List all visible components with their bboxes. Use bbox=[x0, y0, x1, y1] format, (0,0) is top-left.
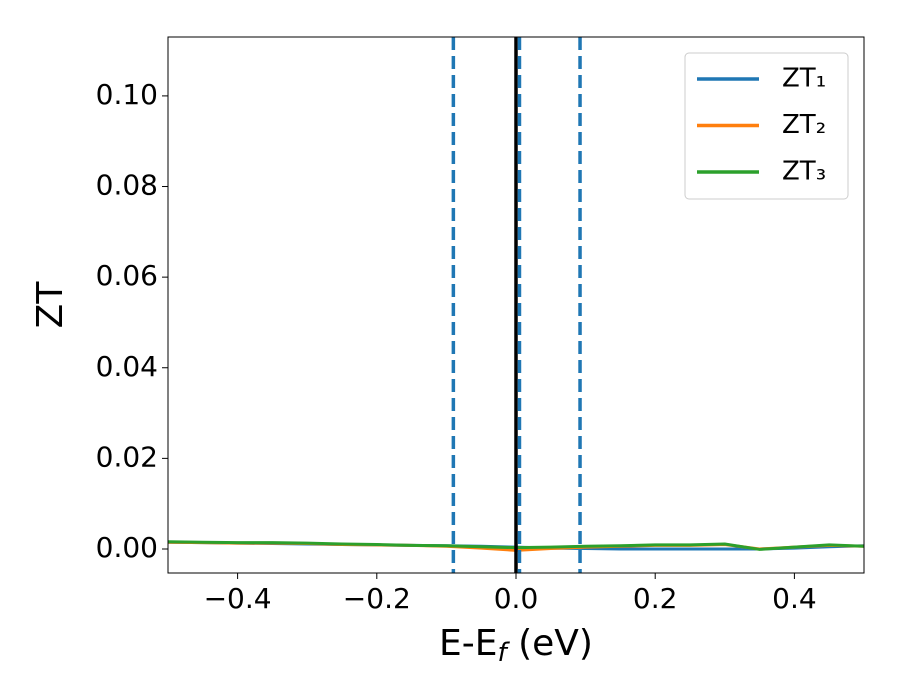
y-tick-label: 0.02 bbox=[96, 440, 158, 473]
y-tick-label: 0.08 bbox=[96, 169, 158, 202]
x-label-space bbox=[507, 623, 518, 664]
x-tick-label: 0.2 bbox=[633, 582, 678, 615]
x-tick-label: 0.0 bbox=[494, 582, 539, 615]
x-tick-label: −0.2 bbox=[343, 582, 411, 615]
plot-frame bbox=[167, 36, 865, 574]
legend-label: ZT₂ bbox=[782, 110, 826, 140]
x-axis-label: E-Ef (eV) bbox=[439, 623, 593, 668]
x-tick-label: −0.4 bbox=[204, 582, 272, 615]
x-tick-label: 0.4 bbox=[772, 582, 817, 615]
legend-label: ZT₃ bbox=[782, 157, 826, 187]
legend-box bbox=[684, 52, 849, 200]
y-tick-label: 0.06 bbox=[96, 259, 158, 292]
y-tick-label: 0.04 bbox=[96, 350, 158, 383]
x-label-main: E-E bbox=[439, 623, 497, 664]
legend-label: ZT₁ bbox=[782, 64, 826, 94]
y-tick-label: 0.10 bbox=[96, 78, 158, 111]
y-tick-label: 0.00 bbox=[96, 531, 158, 564]
x-label-unit: (eV) bbox=[518, 623, 593, 664]
y-axis-label: ZT bbox=[30, 281, 71, 329]
